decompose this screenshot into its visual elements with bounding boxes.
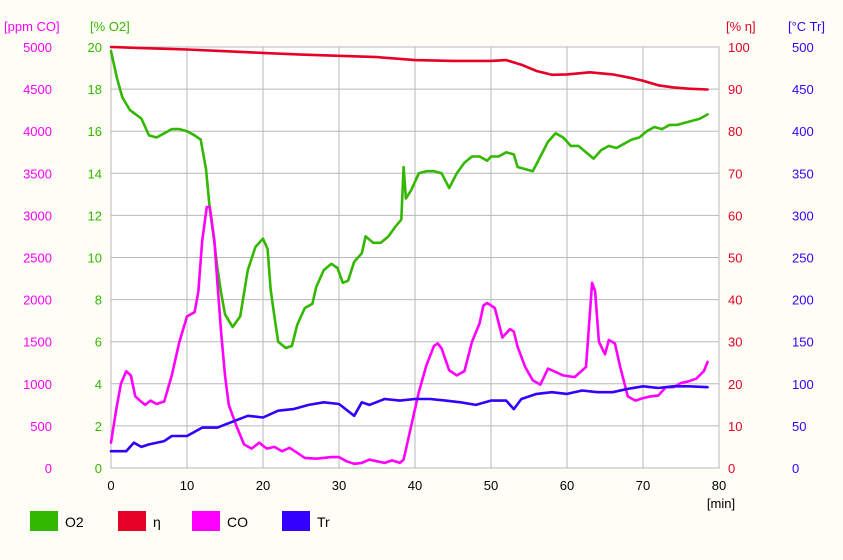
y-tick-label-o2: 2 — [95, 419, 102, 434]
series-line-co — [109, 205, 709, 466]
y-tick-label-tr: 0 — [792, 461, 799, 476]
y-tick-label-co: 2500 — [23, 251, 52, 266]
y-tick-label-eta: 100 — [728, 40, 750, 55]
y-tick-label-eta: 50 — [728, 251, 742, 266]
y-tick-label-eta: 40 — [728, 293, 742, 308]
y-tick-label-o2: 0 — [95, 461, 102, 476]
legend-swatch — [30, 511, 58, 531]
legend-swatch — [118, 511, 146, 531]
legend-item-o2: O2 — [30, 511, 84, 531]
y-tick-label-tr: 450 — [792, 82, 814, 97]
y-tick-label-eta: 10 — [728, 419, 742, 434]
y-tick-label-eta: 20 — [728, 377, 742, 392]
y-tick-label-co: 3000 — [23, 208, 52, 223]
series-line-tr — [109, 385, 709, 453]
y-tick-label-tr: 100 — [792, 377, 814, 392]
y-tick-label-eta: 60 — [728, 208, 742, 223]
y-tick-label-o2: 4 — [95, 377, 102, 392]
y-tick-label-tr: 150 — [792, 335, 814, 350]
x-tick-label: 60 — [560, 478, 574, 493]
legend-swatch — [192, 511, 220, 531]
y-tick-label-eta: 70 — [728, 166, 742, 181]
y-tick-label-co: 5000 — [23, 40, 52, 55]
x-axis-unit: [min] — [707, 496, 735, 511]
legend-label: O2 — [65, 514, 84, 530]
y-axis-unit-co: [ppm CO] — [4, 19, 60, 34]
y-tick-label-co: 4500 — [23, 82, 52, 97]
y-tick-label-eta: 90 — [728, 82, 742, 97]
legend-item-co: CO — [192, 511, 248, 531]
legend-swatch — [282, 511, 310, 531]
y-tick-label-o2: 14 — [88, 166, 102, 181]
y-tick-label-tr: 200 — [792, 293, 814, 308]
y-tick-label-o2: 12 — [88, 208, 102, 223]
y-tick-label-o2: 16 — [88, 124, 102, 139]
x-tick-label: 10 — [180, 478, 194, 493]
legend-label: Tr — [317, 514, 330, 530]
y-tick-label-tr: 400 — [792, 124, 814, 139]
x-tick-label: 40 — [408, 478, 422, 493]
y-tick-label-o2: 18 — [88, 82, 102, 97]
x-tick-label: 50 — [484, 478, 498, 493]
y-tick-label-o2: 6 — [95, 335, 102, 350]
legend-item-tr: Tr — [282, 511, 330, 531]
series-lines — [109, 45, 709, 466]
series-line-eta — [109, 45, 709, 91]
y-tick-label-tr: 350 — [792, 166, 814, 181]
x-tick-label: 0 — [107, 478, 114, 493]
y-tick-label-co: 4000 — [23, 124, 52, 139]
y-tick-label-eta: 30 — [728, 335, 742, 350]
y-tick-label-co: 0 — [45, 461, 52, 476]
y-tick-label-eta: 0 — [728, 461, 735, 476]
y-tick-label-tr: 500 — [792, 40, 814, 55]
y-tick-label-co: 3500 — [23, 166, 52, 181]
y-tick-label-eta: 80 — [728, 124, 742, 139]
y-tick-label-tr: 300 — [792, 208, 814, 223]
y-tick-label-tr: 250 — [792, 251, 814, 266]
y-tick-label-o2: 20 — [88, 40, 102, 55]
x-tick-label: 20 — [256, 478, 270, 493]
legend-item-eta: η — [118, 511, 161, 531]
y-tick-label-co: 1000 — [23, 377, 52, 392]
axes: 0 10 20 30 40 50 60 70 80[min]050010001500200025… — [4, 19, 825, 511]
legend-label: CO — [227, 514, 248, 530]
y-tick-label-co: 500 — [30, 419, 52, 434]
y-axis-unit-o2: [% O2] — [90, 19, 130, 34]
y-tick-label-co: 2000 — [23, 293, 52, 308]
y-axis-unit-eta: [% η] — [726, 19, 756, 34]
y-tick-label-co: 1500 — [23, 335, 52, 350]
y-tick-label-o2: 10 — [88, 251, 102, 266]
x-tick-label: 80 — [712, 478, 726, 493]
x-tick-label: 70 — [636, 478, 650, 493]
legend: O2 η CO Tr — [30, 511, 330, 531]
y-tick-label-tr: 50 — [792, 419, 806, 434]
y-axis-unit-tr: [°C Tr] — [788, 19, 825, 34]
x-tick-label: 30 — [332, 478, 346, 493]
y-tick-label-o2: 8 — [95, 293, 102, 308]
legend-label: η — [153, 514, 161, 530]
